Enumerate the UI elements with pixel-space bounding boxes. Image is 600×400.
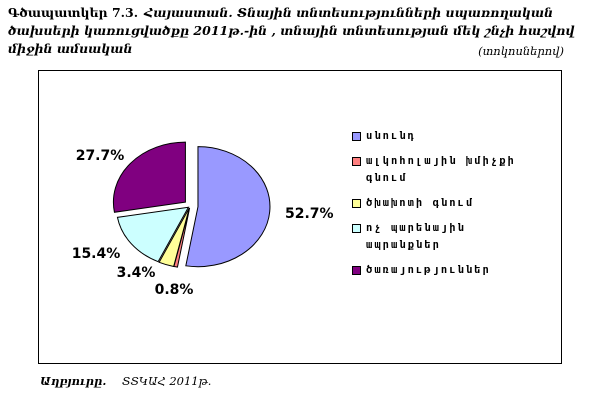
legend-item-tobacco: ծխախոտի գնում — [352, 195, 542, 212]
data-label-food: 52.7% — [285, 206, 334, 222]
legend-item-food: սնունդ — [352, 128, 542, 145]
unit-note: (տոկոսներով) — [478, 44, 564, 58]
chart-number: Գծապատկեր 7.3. — [8, 5, 139, 20]
source-value: ՏՏԿԱՀ 2011թ. — [122, 374, 212, 388]
pie-slice-tobacco — [158, 207, 190, 268]
legend-swatch-services — [352, 266, 361, 275]
pie-slice-food — [185, 146, 271, 268]
legend-label-nonfood: ոչ պարենային ապրանքներ — [366, 222, 466, 251]
pie-slice-nonfood — [116, 206, 190, 263]
chart-title: Գծապատկեր 7.3. Հայաստան. Տնային տնտեսությ… — [8, 4, 592, 58]
legend-item-services: ծառայություններ — [352, 262, 542, 279]
legend-swatch-alcohol — [352, 157, 361, 166]
legend-swatch-food — [352, 132, 361, 141]
source-note: Աղբյուրը. ՏՏԿԱՀ 2011թ. — [40, 374, 211, 388]
legend-label-tobacco: ծխախոտի գնում — [366, 197, 475, 209]
pie-slice-services — [112, 141, 186, 213]
legend-item-alcohol: ալկոհոլային խմիչքի գնում — [352, 153, 542, 187]
legend-label-food: սնունդ — [366, 130, 416, 142]
chart-title-text: Հայաստան. Տնային տնտեսությունների սպառող… — [8, 5, 575, 56]
legend-swatch-nonfood — [352, 224, 361, 233]
data-label-nonfood: 15.4% — [72, 246, 121, 262]
data-label-services: 27.7% — [76, 148, 125, 164]
data-label-tobacco: 3.4% — [117, 265, 156, 281]
data-label-alcohol: 0.8% — [155, 282, 194, 298]
legend: սնունդ ալկոհոլային խմիչքի գնում ծխախոտի … — [352, 128, 542, 287]
legend-label-services: ծառայություններ — [366, 264, 491, 276]
legend-item-nonfood: ոչ պարենային ապրանքներ — [352, 220, 542, 254]
legend-label-alcohol: ալկոհոլային խմիչքի գնում — [366, 155, 516, 184]
legend-swatch-tobacco — [352, 199, 361, 208]
chart-frame — [38, 70, 562, 364]
source-label: Աղբյուրը. — [40, 374, 107, 388]
